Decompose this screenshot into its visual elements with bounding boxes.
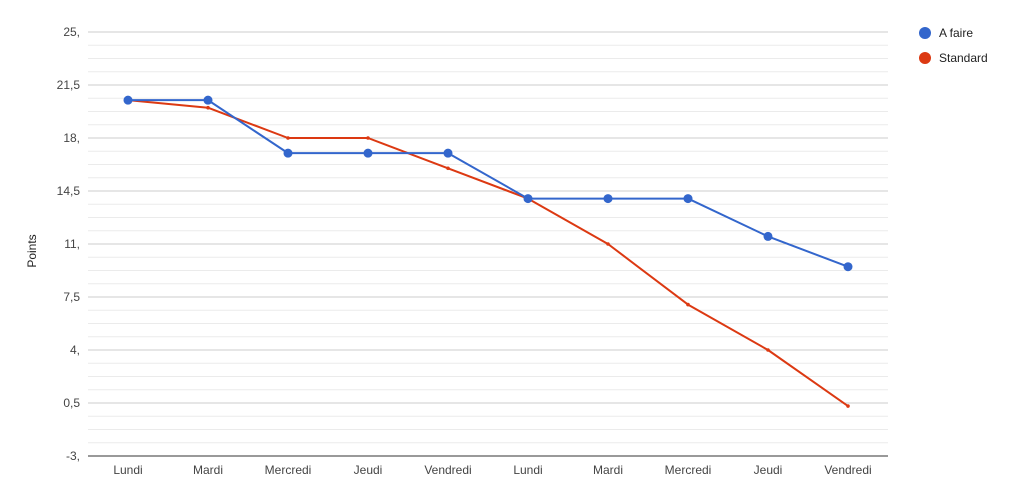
series-standard xyxy=(126,98,850,408)
data-point[interactable] xyxy=(206,105,210,110)
y-tick-label: 21,5 xyxy=(57,78,81,92)
data-point[interactable] xyxy=(123,95,133,105)
y-tick-label: 7,5 xyxy=(63,290,80,304)
grid-lines xyxy=(88,31,888,457)
y-tick-label: -3, xyxy=(66,449,80,463)
data-point[interactable] xyxy=(686,302,690,307)
y-tick-label: 18, xyxy=(63,131,80,145)
legend-swatch xyxy=(919,52,931,64)
x-tick-label: Vendredi xyxy=(824,463,871,477)
x-tick-label: Lundi xyxy=(513,463,542,477)
series-line xyxy=(127,99,849,407)
y-tick-label: 14,5 xyxy=(57,184,81,198)
data-point[interactable] xyxy=(766,348,770,352)
data-point[interactable] xyxy=(846,404,850,408)
x-tick-label: Mardi xyxy=(593,463,623,477)
legend-label: A faire xyxy=(939,26,973,40)
y-tick-label: 0,5 xyxy=(63,396,80,410)
data-point[interactable] xyxy=(763,231,773,241)
y-axis-title: Points xyxy=(25,234,39,267)
legend-item[interactable]: Standard xyxy=(919,51,988,65)
x-tick-label: Jeudi xyxy=(354,463,383,477)
series-lines xyxy=(123,95,853,408)
y-tick-label: 11, xyxy=(64,237,80,251)
data-point[interactable] xyxy=(203,95,213,105)
legend-label: Standard xyxy=(939,51,988,65)
data-point[interactable] xyxy=(603,194,613,204)
data-point[interactable] xyxy=(523,194,533,204)
data-point[interactable] xyxy=(446,166,450,171)
data-point[interactable] xyxy=(843,262,853,272)
y-axis-ticks: -3, 0,5 4, 7,5 11, 14,5 18, 21,5 25, xyxy=(57,25,81,463)
x-tick-label: Vendredi xyxy=(424,463,471,477)
data-point[interactable] xyxy=(283,148,293,158)
series-a-faire xyxy=(123,95,853,272)
series-line xyxy=(128,99,849,268)
legend-item[interactable]: A faire xyxy=(919,26,973,40)
x-tick-label: Mercredi xyxy=(265,463,312,477)
x-tick-label: Mercredi xyxy=(665,463,712,477)
y-tick-label: 4, xyxy=(70,343,80,357)
x-tick-label: Jeudi xyxy=(754,463,783,477)
data-point[interactable] xyxy=(606,242,610,246)
data-point[interactable] xyxy=(683,194,693,204)
legend-swatch xyxy=(919,27,931,39)
data-point[interactable] xyxy=(443,148,453,158)
x-tick-label: Lundi xyxy=(113,463,142,477)
legend: A faire Standard xyxy=(919,26,988,65)
data-point[interactable] xyxy=(363,148,373,158)
x-tick-label: Mardi xyxy=(193,463,223,477)
data-point[interactable] xyxy=(366,136,370,140)
data-point[interactable] xyxy=(286,136,290,140)
y-tick-label: 25, xyxy=(63,25,80,39)
x-axis-ticks: Lundi Mardi Mercredi Jeudi Vendredi Lundi Mard… xyxy=(113,463,871,477)
